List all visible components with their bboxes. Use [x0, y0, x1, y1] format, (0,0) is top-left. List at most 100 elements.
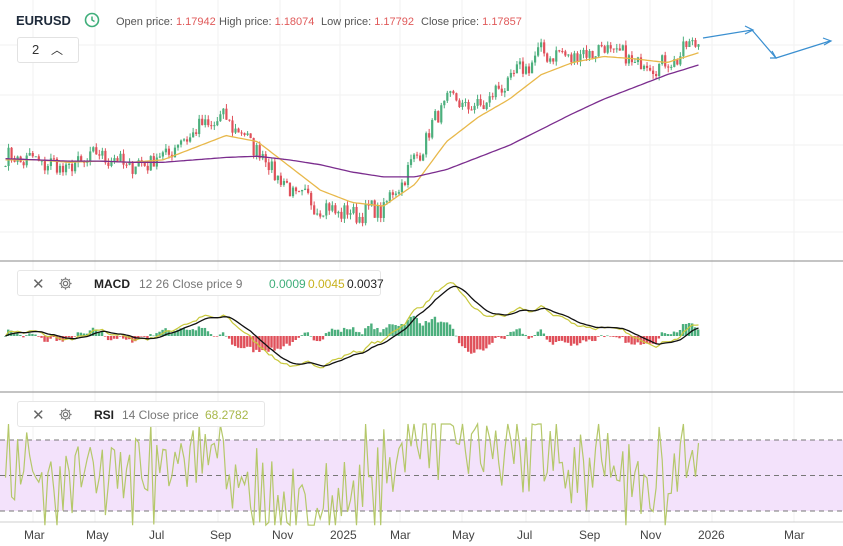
candle-body [276, 175, 279, 181]
candle-body [216, 121, 219, 126]
macd-histogram-bar [137, 336, 140, 338]
macd-histogram-bar [125, 336, 128, 340]
macd-histogram-bar [367, 326, 370, 336]
macd-histogram-bar [221, 332, 225, 336]
candle-body [497, 85, 500, 89]
macd-histogram-bar [206, 331, 210, 336]
candle-body [385, 201, 388, 203]
macd-histogram-bar [494, 336, 497, 338]
macd-histogram-bar [82, 333, 86, 336]
macd-histogram-bar [442, 322, 446, 336]
candle-body [573, 53, 576, 63]
macd-histogram-bar [318, 336, 322, 342]
macd-histogram-bar [258, 336, 261, 352]
macd-histogram-bar [37, 336, 40, 337]
high-price: High price: 1.18074 [219, 16, 314, 28]
candle-body [249, 133, 252, 139]
gear-icon[interactable] [58, 276, 73, 291]
candle-body [443, 100, 446, 106]
candle-body [204, 119, 207, 126]
macd-histogram-bar [503, 336, 506, 339]
candle-body [107, 162, 110, 166]
macd-histogram-bar [158, 331, 161, 336]
candle-body [661, 55, 664, 64]
candle-body [606, 45, 609, 53]
macd-histogram-bar [560, 336, 564, 341]
close-price-value: 1.17857 [482, 16, 522, 28]
candle-body [403, 182, 407, 185]
candle-body [633, 62, 637, 64]
candle-body [34, 156, 37, 158]
candle-body [515, 64, 519, 74]
macd-histogram-bar [333, 329, 337, 336]
macd-histogram-bar [327, 331, 331, 336]
macd-histogram-bar [267, 336, 270, 352]
candle-body [270, 161, 273, 171]
candle-body [185, 139, 189, 142]
candle-body [667, 66, 670, 68]
macd-histogram-bar [690, 323, 694, 336]
close-icon[interactable]: ✕ [32, 276, 45, 293]
candle-body [473, 105, 476, 110]
macd-histogram-bar [479, 336, 482, 350]
macd-histogram-bar [424, 321, 428, 336]
macd-histogram-bar [530, 336, 533, 338]
close-icon[interactable]: ✕ [32, 407, 45, 424]
macd-histogram-bar [379, 332, 382, 336]
candle-body [434, 111, 437, 121]
candle-body [49, 158, 53, 167]
candle-body [552, 58, 555, 62]
macd-histogram-bar [97, 331, 101, 336]
candle-body [627, 55, 630, 64]
rsi-legend: ✕ RSI 14 Close price 68.2782 [17, 401, 265, 427]
candle-body [394, 193, 397, 195]
x-tick-label: May [86, 528, 109, 542]
macd-histogram-bar [451, 328, 455, 336]
gear-icon[interactable] [58, 407, 73, 422]
macd-histogram-bar [355, 331, 358, 336]
candle-body [322, 215, 325, 217]
macd-histogram-bar [648, 336, 651, 344]
candle-body [334, 205, 337, 214]
macd-histogram-bar [170, 332, 173, 336]
candle-body [555, 50, 558, 62]
macd-histogram-bar [382, 329, 385, 336]
candle-body [488, 96, 491, 103]
macd-histogram-bar [406, 319, 409, 336]
ma-short-line [5, 52, 699, 207]
macd-histogram-bar [22, 336, 25, 338]
macd-histogram-bar [79, 332, 83, 336]
macd-histogram-bar [675, 332, 679, 336]
candle-body [694, 40, 697, 47]
candle-body [67, 163, 71, 165]
candle-body [294, 187, 298, 192]
candle-body [579, 54, 582, 62]
macd-histogram-bar [430, 319, 434, 336]
macd-histogram-bar [566, 336, 570, 343]
macd-histogram-bar [542, 333, 546, 336]
macd-histogram-bar [227, 336, 231, 339]
candle-body [594, 56, 597, 59]
macd-histogram-bar [106, 336, 110, 341]
macd-histogram-bar [463, 336, 467, 349]
candle-body [161, 152, 164, 157]
candle-body [527, 66, 531, 74]
indicator-collapse-button[interactable]: 2 ︿ [17, 37, 79, 63]
indicator-count: 2 [32, 42, 40, 57]
rsi-value: 68.2782 [205, 408, 249, 422]
macd-histogram-bar [185, 329, 188, 336]
macd-histogram-bar [436, 322, 440, 336]
macd-histogram-bar [91, 327, 95, 336]
candle-body [425, 133, 428, 155]
clock-icon[interactable] [84, 12, 100, 28]
chevron-up-icon: ︿ [51, 43, 64, 57]
forecast-line [702, 29, 831, 59]
candle-body [609, 45, 612, 49]
macd-histogram-bar [388, 324, 391, 336]
macd-legend: ✕ MACD 12 26 Close price 9 0.0009 0.0045… [17, 270, 384, 296]
macd-histogram-bar [681, 324, 685, 336]
macd-histogram-bar [285, 336, 288, 344]
macd-histogram-bar [415, 318, 418, 336]
macd-histogram-bar [575, 336, 579, 346]
